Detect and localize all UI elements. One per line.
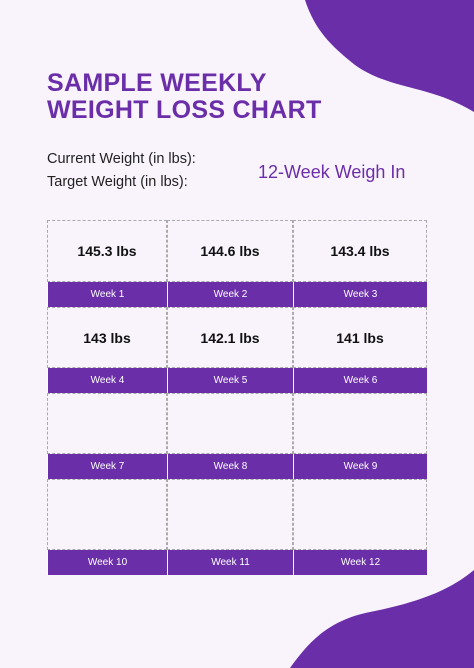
weight-cell xyxy=(167,479,293,550)
week-label: Week 7 xyxy=(47,454,167,479)
weight-cell xyxy=(293,479,427,550)
week-label: Week 8 xyxy=(167,454,293,479)
week-label: Week 11 xyxy=(167,550,293,575)
weight-cell: 142.1 lbs xyxy=(167,307,293,368)
title-line: SAMPLE WEEKLY xyxy=(47,69,267,97)
blob-bottom xyxy=(290,570,474,668)
weight-cell xyxy=(47,393,167,454)
week-label: Week 5 xyxy=(167,368,293,393)
week-label: Week 4 xyxy=(47,368,167,393)
weight-cell: 143 lbs xyxy=(47,307,167,368)
week-label: Week 2 xyxy=(167,282,293,307)
target-weight-label: Target Weight (in lbs): xyxy=(47,174,188,190)
week-label: Week 12 xyxy=(293,550,427,575)
subtitle: 12-Week Weigh In xyxy=(258,162,406,182)
week-label: Week 6 xyxy=(293,368,427,393)
weight-cell xyxy=(47,479,167,550)
week-label: Week 1 xyxy=(47,282,167,307)
week-label: Week 9 xyxy=(293,454,427,479)
title-line: WEIGHT LOSS CHART xyxy=(47,96,322,124)
weight-cell: 145.3 lbs xyxy=(47,220,167,282)
weight-cell xyxy=(293,393,427,454)
week-label: Week 3 xyxy=(293,282,427,307)
blob-top xyxy=(305,0,474,112)
current-weight-label: Current Weight (in lbs): xyxy=(47,151,196,167)
weight-cell: 143.4 lbs xyxy=(293,220,427,282)
week-label: Week 10 xyxy=(47,550,167,575)
weight-cell xyxy=(167,393,293,454)
weight-cell: 141 lbs xyxy=(293,307,427,368)
weight-cell: 144.6 lbs xyxy=(167,220,293,282)
